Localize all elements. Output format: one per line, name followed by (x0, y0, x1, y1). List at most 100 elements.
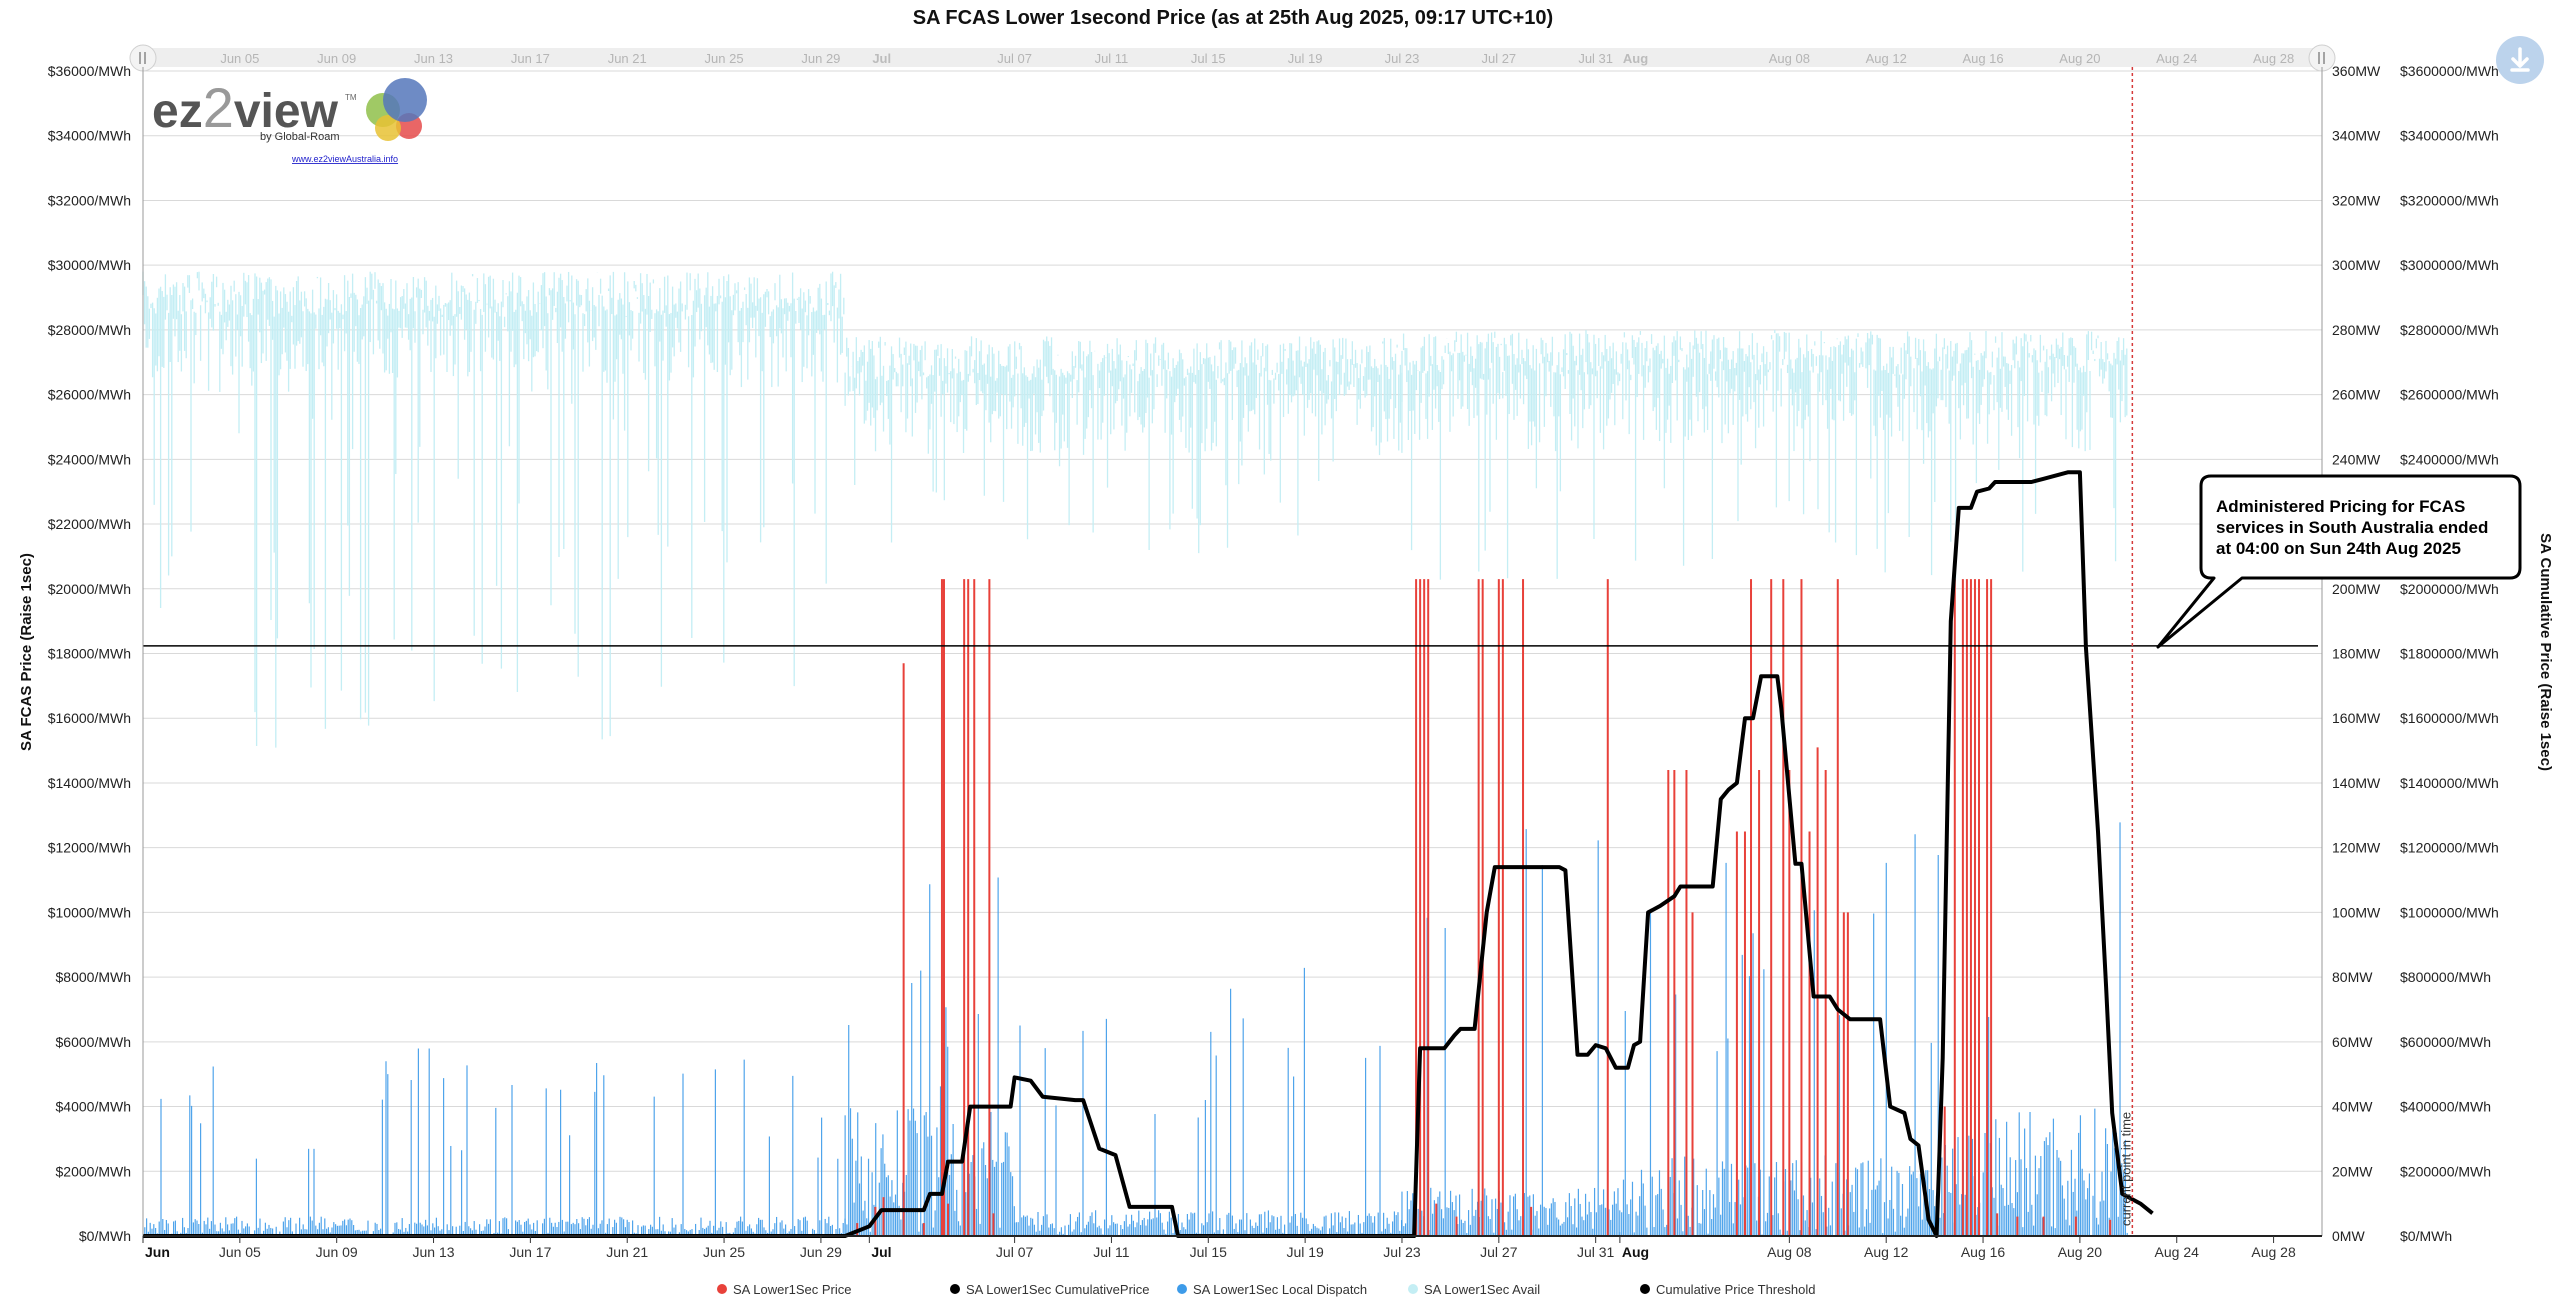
y-tick-label: $1200000/MWh (2400, 840, 2499, 856)
navigator-track[interactable] (143, 48, 2323, 67)
x-axis: Jun Jun 05 Jun 09 Jun 13 Jun 17 Jun 21 Jun 25 J… (142, 1236, 2296, 1260)
x-tick-label: Jun 17 (509, 1244, 551, 1260)
navigator-tick-label: Jul 07 (997, 51, 1032, 66)
x-tick-label: Aug 12 (1864, 1244, 1909, 1260)
legend-item: Cumulative Price Threshold (1656, 1282, 1815, 1297)
y-tick-label: $34000/MWh (48, 128, 131, 144)
legend-marker (1177, 1284, 1187, 1294)
y-tick-label: $8000/MWh (56, 969, 131, 985)
logo-url[interactable]: www.ez2viewAustralia.info (291, 154, 398, 164)
legend-marker (1640, 1284, 1650, 1294)
logo-number: 2 (203, 76, 234, 139)
series-local-dispatch (142, 822, 2128, 1236)
navigator-tick-label: Jun 17 (511, 51, 550, 66)
x-tick-label: Jul (871, 1244, 891, 1260)
navigator-tick-label: Aug 12 (1866, 51, 1907, 66)
x-tick-label: Aug 16 (1961, 1244, 2006, 1260)
navigator-tick-label: Aug 20 (2059, 51, 2100, 66)
x-tick-label: Jul 31 (1577, 1244, 1615, 1260)
navigator-tick-label: Jun 21 (608, 51, 647, 66)
logo-blue-circle (383, 78, 427, 122)
navigator-tick-label: Jul 11 (1095, 51, 1129, 66)
navigator-tick-label: Jun 05 (220, 51, 259, 66)
y-tick-label: $32000/MWh (48, 192, 131, 208)
y-tick-label: 260MW (2332, 387, 2381, 403)
x-tick-label: Jul 15 (1190, 1244, 1228, 1260)
y-tick-label: $2800000/MWh (2400, 322, 2499, 338)
ez2view-logo: ez2view TM by Global-Roam www.ez2viewAus… (152, 76, 427, 164)
y-tick-label: $0/MWh (79, 1228, 131, 1244)
x-tick-label: Aug (1622, 1244, 1649, 1260)
navigator-tick-label: Jul 19 (1288, 51, 1323, 66)
legend-item: SA Lower1Sec Avail (1424, 1282, 1540, 1297)
legend-item: SA Lower1Sec CumulativePrice (966, 1282, 1150, 1297)
y-axis-cumulative: $0/MWh $200000/MWh $400000/MWh $600000/MWh $… (2400, 63, 2499, 1244)
logo-prefix: ez (152, 85, 203, 138)
y-tick-label: $200000/MWh (2400, 1163, 2491, 1179)
y-tick-label: $28000/MWh (48, 322, 131, 338)
y-axis-price-title: SA FCAS Price (Raise 1sec) (18, 553, 35, 751)
y-tick-label: $18000/MWh (48, 646, 131, 662)
y-tick-label: $6000/MWh (56, 1034, 131, 1050)
y-axis-cumulative-title: SA Cumulative Price (Raise 1sec) (2537, 533, 2554, 771)
y-tick-label: 80MW (2332, 969, 2373, 985)
series-price (856, 579, 2112, 1236)
y-tick-label: $26000/MWh (48, 387, 131, 403)
y-tick-label: $3400000/MWh (2400, 128, 2499, 144)
y-tick-label: 160MW (2332, 710, 2381, 726)
y-tick-label: $12000/MWh (48, 840, 131, 856)
x-tick-label: Jun 21 (606, 1244, 648, 1260)
x-tick-label: Aug 08 (1767, 1244, 1812, 1260)
x-tick-label: Jun 05 (219, 1244, 261, 1260)
y-tick-label: 280MW (2332, 322, 2381, 338)
y-tick-label: 120MW (2332, 840, 2381, 856)
y-tick-label: $1800000/MWh (2400, 646, 2499, 662)
x-tick-label: Jul 23 (1383, 1244, 1421, 1260)
x-tick-label: Jun 13 (413, 1244, 455, 1260)
y-tick-label: 20MW (2332, 1163, 2373, 1179)
x-tick-label: Jun 25 (703, 1244, 745, 1260)
y-tick-label: 100MW (2332, 904, 2381, 920)
y-tick-label: 40MW (2332, 1099, 2373, 1115)
x-tick-label: Jun 09 (316, 1244, 358, 1260)
legend-marker (950, 1284, 960, 1294)
y-tick-label: $22000/MWh (48, 516, 131, 532)
chart-title: SA FCAS Lower 1second Price (as at 25th … (913, 7, 1553, 29)
y-tick-label: $2400000/MWh (2400, 451, 2499, 467)
logo-yellow-circle (375, 115, 401, 141)
legend-item: SA Lower1Sec Local Dispatch (1193, 1282, 1367, 1297)
y-tick-label: 180MW (2332, 646, 2381, 662)
y-tick-label: 300MW (2332, 257, 2381, 273)
x-tick-label: Jul 27 (1480, 1244, 1518, 1260)
x-tick-label: Aug 28 (2251, 1244, 2296, 1260)
navigator-tick-label: Jun 09 (317, 51, 356, 66)
navigator-tick-label: Aug 08 (1769, 51, 1810, 66)
y-tick-label: $0/MWh (2400, 1228, 2452, 1244)
y-tick-label: $36000/MWh (48, 63, 131, 79)
y-tick-label: $1400000/MWh (2400, 775, 2499, 791)
navigator-tick-label: Jul 23 (1385, 51, 1420, 66)
y-tick-label: $30000/MWh (48, 257, 131, 273)
navigator-tick-label: Jun 29 (801, 51, 840, 66)
logo-trademark: TM (345, 93, 357, 102)
y-tick-label: $400000/MWh (2400, 1099, 2491, 1115)
navigator-tick-label: Jul 15 (1191, 51, 1226, 66)
y-tick-label: $10000/MWh (48, 904, 131, 920)
navigator-tick-label: Jul 27 (1481, 51, 1516, 66)
x-tick-label: Aug 24 (2155, 1244, 2200, 1260)
y-tick-label: $14000/MWh (48, 775, 131, 791)
download-icon (2510, 47, 2530, 72)
y-tick-label: $3600000/MWh (2400, 63, 2499, 79)
legend-marker (717, 1284, 727, 1294)
export-button[interactable] (2496, 36, 2544, 84)
x-tick-label: Jun 29 (800, 1244, 842, 1260)
y-tick-label: 360MW (2332, 63, 2381, 79)
y-axis-price: $0/MWh $2000/MWh $4000/MWh $6000/MWh $8000/M… (48, 63, 131, 1244)
x-tick-label: Aug 20 (2058, 1244, 2103, 1260)
legend-item: SA Lower1Sec Price (733, 1282, 852, 1297)
logo-byline: by Global-Roam (260, 131, 339, 143)
navigator-tick-label: Jun 13 (414, 51, 453, 66)
